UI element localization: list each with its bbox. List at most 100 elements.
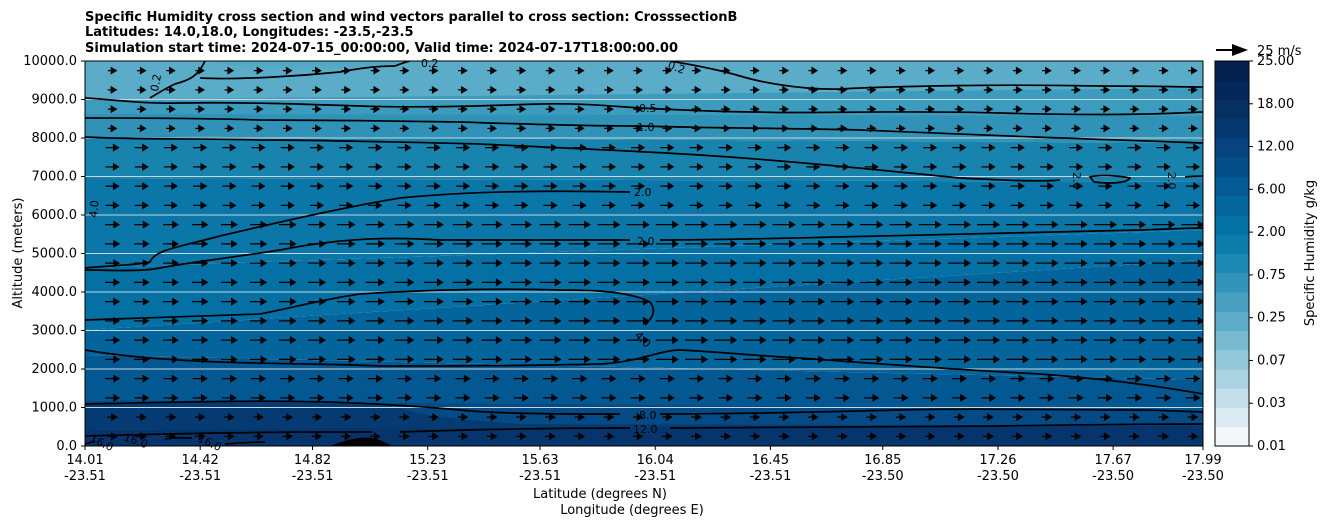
wind-vector (889, 355, 913, 364)
wind-vector (925, 124, 936, 133)
wind-vector (426, 162, 441, 171)
wind-vector (487, 105, 498, 114)
wind-vector (339, 182, 354, 191)
wind-vector (163, 374, 179, 383)
wind-vector (481, 259, 503, 268)
wind-vector (394, 316, 415, 325)
contour-2.0-right (1184, 175, 1203, 178)
wind-vector (1035, 278, 1059, 287)
wind-vector (191, 336, 209, 345)
wind-vector (1042, 85, 1052, 94)
wind-vector (1006, 316, 1030, 325)
wind-vector (457, 432, 469, 441)
wind-vector (134, 220, 150, 229)
wind-vector (220, 278, 238, 287)
wind-vector (282, 66, 293, 75)
wind-vector (1006, 278, 1030, 287)
wind-vector (195, 85, 206, 94)
wind-vector (808, 85, 819, 94)
wind-vector (370, 66, 381, 75)
wind-vector (1064, 278, 1088, 287)
wind-vector (394, 220, 415, 229)
wind-vector (307, 259, 327, 268)
wind-vector (105, 220, 121, 229)
colorbar-segment (1215, 311, 1249, 331)
x-tick-label-lat: 16.04 (637, 453, 674, 468)
wind-vector (977, 316, 1001, 325)
wind-vector (545, 85, 556, 94)
wind-vector (568, 278, 591, 287)
wind-vector (1006, 259, 1030, 268)
wind-vector (572, 393, 588, 402)
wind-vector (514, 143, 529, 152)
wind-vector (220, 355, 238, 364)
wind-vector (981, 182, 996, 191)
wind-vector (983, 105, 994, 114)
wind-vector (253, 85, 264, 94)
wind-vector (340, 413, 352, 422)
wind-vector (481, 316, 503, 325)
wind-vector (801, 316, 825, 325)
wind-vector (633, 85, 644, 94)
wind-vector (510, 336, 533, 345)
wind-vector (105, 278, 121, 287)
wind-vector (399, 432, 410, 441)
wind-vector (1064, 316, 1088, 325)
contour-12.0 (85, 423, 1203, 437)
wind-vector (947, 220, 971, 229)
contour-8.0 (85, 400, 1203, 415)
wind-vector (514, 201, 529, 210)
wind-vector (981, 374, 997, 383)
wind-vector (1098, 162, 1113, 171)
wind-vector (864, 143, 879, 152)
wind-vector (1185, 374, 1201, 383)
wind-vector (947, 297, 971, 306)
wind-vector (1127, 393, 1143, 402)
wind-vector (743, 297, 767, 306)
wind-vector (954, 413, 965, 422)
contour-label-0.2-b: 0.2 (421, 57, 439, 70)
wind-vector (282, 105, 293, 114)
wind-vector (805, 374, 821, 383)
terrain-bump (330, 437, 392, 446)
wind-vector (977, 220, 1001, 229)
wind-vector (778, 413, 790, 422)
wind-vector (1010, 162, 1025, 171)
wind-vector (866, 413, 878, 422)
wind-vector (224, 105, 235, 114)
wind-vector (977, 278, 1001, 287)
wind-vector (866, 105, 877, 114)
wind-vector (860, 278, 884, 287)
wind-vector (1042, 124, 1052, 133)
wind-vector (367, 374, 383, 383)
wind-vector (545, 413, 556, 422)
wind-vector (458, 105, 468, 114)
wind-vector (249, 278, 268, 287)
wind-vector (253, 432, 264, 441)
wind-vector (889, 220, 913, 229)
wind-vector (779, 66, 790, 75)
wind-vector (486, 432, 498, 441)
wind-vector (1181, 316, 1203, 325)
colorbar-tick-label: 6.00 (1257, 182, 1286, 197)
wind-vector (365, 297, 385, 306)
wind-vector (923, 143, 938, 152)
wind-vector (224, 432, 235, 441)
wind-vector (597, 355, 621, 364)
x-tick-label-lon: -23.51 (634, 469, 676, 484)
wind-vector (835, 182, 850, 191)
wind-vector (134, 316, 150, 325)
wind-vector (895, 432, 907, 441)
wind-vector (659, 393, 675, 402)
wind-vector (1185, 162, 1201, 171)
wind-vector (481, 220, 503, 229)
wind-vector (1100, 105, 1111, 114)
wind-vector (309, 393, 325, 402)
wind-vector (801, 220, 825, 229)
wind-vector (574, 66, 585, 75)
wind-vector (107, 413, 118, 422)
wind-vector (743, 278, 767, 287)
wind-vector (224, 66, 235, 75)
wind-vector (280, 182, 295, 191)
wind-vector (545, 66, 556, 75)
